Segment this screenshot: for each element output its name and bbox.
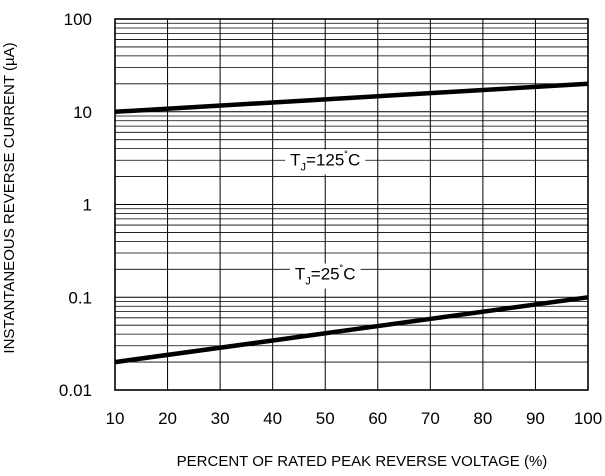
label-unit: C (343, 265, 355, 284)
x-tick-label: 100 (574, 409, 602, 428)
x-tick-label: 40 (263, 409, 282, 428)
x-tick-label: 80 (473, 409, 492, 428)
x-axis-title: PERCENT OF RATED PEAK REVERSE VOLTAGE (%… (177, 453, 548, 470)
series-label-background (285, 149, 366, 175)
x-tick-label: 30 (211, 409, 230, 428)
y-tick-label: 0.01 (59, 381, 92, 400)
y-axis-title: INSTANTANEOUS REVERSE CURRENT (µA) (1, 42, 18, 353)
label-main: T (290, 151, 300, 170)
series-label-1: TJ=125˚C (285, 149, 366, 175)
y-tick-label: 0.1 (68, 288, 92, 307)
label-value: =125 (306, 151, 344, 170)
series-label-2: TJ=25˚C (289, 263, 361, 289)
x-tick-label: 90 (526, 409, 545, 428)
label-main: T (295, 265, 305, 284)
series-layer (114, 81, 589, 365)
series-label-text: TJ=125˚C (290, 151, 360, 174)
plot-frame (114, 18, 589, 391)
label-unit: C (348, 151, 360, 170)
x-tick-label: 60 (368, 409, 387, 428)
x-tick-label: 10 (106, 409, 125, 428)
tick-layer: 10 20 30 40 50 60 70 80 90 100 100 10 1 0.1 0.01 (59, 10, 602, 428)
label-degree: ˚ (340, 265, 344, 277)
series-line-1 (114, 81, 589, 115)
label-degree: ˚ (344, 151, 348, 163)
y-tick-label: 100 (64, 10, 92, 29)
label-subscript: J (301, 162, 307, 174)
x-tick-label: 20 (158, 409, 177, 428)
series-label-text: TJ=25˚C (295, 265, 356, 288)
y-tick-label: 1 (83, 196, 92, 215)
series-line-2 (114, 295, 589, 365)
grid-layer (114, 18, 589, 391)
x-tick-label: 50 (316, 409, 335, 428)
x-tick-label: 70 (421, 409, 440, 428)
label-subscript: J (305, 276, 311, 288)
label-value: =25 (311, 265, 340, 284)
annotation-layer: TJ=125˚CTJ=25˚C (285, 149, 366, 289)
y-tick-label: 10 (73, 103, 92, 122)
series-label-background (289, 263, 361, 289)
